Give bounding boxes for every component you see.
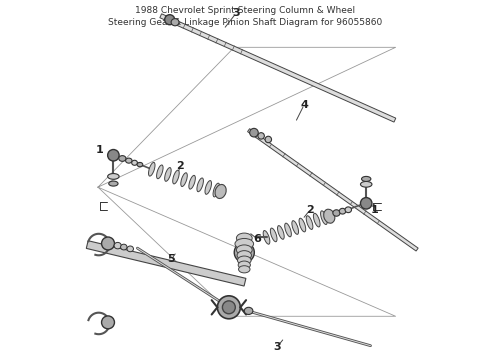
Ellipse shape xyxy=(189,175,196,189)
Ellipse shape xyxy=(127,246,133,252)
Ellipse shape xyxy=(277,226,284,239)
Bar xyxy=(86,241,246,286)
Text: 3: 3 xyxy=(273,342,281,352)
Ellipse shape xyxy=(299,218,306,232)
Text: 2: 2 xyxy=(176,161,184,171)
Ellipse shape xyxy=(324,209,335,223)
Ellipse shape xyxy=(236,245,252,255)
Ellipse shape xyxy=(101,237,115,250)
Ellipse shape xyxy=(218,296,240,319)
Ellipse shape xyxy=(157,165,163,179)
Ellipse shape xyxy=(222,301,235,314)
Ellipse shape xyxy=(361,181,372,187)
Ellipse shape xyxy=(132,160,137,165)
Ellipse shape xyxy=(213,183,220,197)
Ellipse shape xyxy=(263,230,270,244)
Ellipse shape xyxy=(333,210,340,216)
Text: 5: 5 xyxy=(168,254,175,264)
Ellipse shape xyxy=(119,156,126,161)
Ellipse shape xyxy=(361,198,372,209)
Ellipse shape xyxy=(239,266,250,273)
Text: 3: 3 xyxy=(232,8,240,18)
Ellipse shape xyxy=(285,223,292,237)
Text: 1: 1 xyxy=(370,206,378,216)
Ellipse shape xyxy=(362,176,371,181)
Ellipse shape xyxy=(148,162,155,176)
Ellipse shape xyxy=(258,133,265,139)
Text: 2: 2 xyxy=(306,206,314,216)
Ellipse shape xyxy=(320,211,327,225)
Bar xyxy=(247,129,418,251)
Ellipse shape xyxy=(171,19,179,26)
Bar xyxy=(160,14,396,122)
Text: 1988 Chevrolet Sprint Steering Column & Wheel
Steering Gear & Linkage Pinion Sha: 1988 Chevrolet Sprint Steering Column & … xyxy=(108,6,382,27)
Ellipse shape xyxy=(236,233,252,243)
Ellipse shape xyxy=(137,162,143,167)
Ellipse shape xyxy=(121,244,127,250)
Ellipse shape xyxy=(238,261,250,269)
Ellipse shape xyxy=(114,242,122,249)
Ellipse shape xyxy=(265,136,271,143)
Ellipse shape xyxy=(172,170,179,184)
Ellipse shape xyxy=(245,307,253,315)
Ellipse shape xyxy=(205,181,212,194)
Ellipse shape xyxy=(125,158,132,163)
Ellipse shape xyxy=(165,15,175,25)
Ellipse shape xyxy=(292,221,298,234)
Ellipse shape xyxy=(270,228,277,242)
Ellipse shape xyxy=(215,184,226,198)
Ellipse shape xyxy=(250,129,258,137)
Text: 4: 4 xyxy=(300,100,308,110)
Ellipse shape xyxy=(345,207,351,213)
Ellipse shape xyxy=(237,251,251,260)
Text: 6: 6 xyxy=(254,234,262,244)
Text: 1: 1 xyxy=(96,144,104,154)
Ellipse shape xyxy=(165,167,171,181)
Ellipse shape xyxy=(314,213,320,227)
Ellipse shape xyxy=(238,256,251,265)
Ellipse shape xyxy=(109,181,118,186)
Ellipse shape xyxy=(108,149,119,161)
Ellipse shape xyxy=(197,178,203,192)
Ellipse shape xyxy=(235,238,254,249)
Ellipse shape xyxy=(108,174,119,179)
Ellipse shape xyxy=(181,173,187,186)
Ellipse shape xyxy=(101,316,115,329)
Ellipse shape xyxy=(306,216,313,229)
Ellipse shape xyxy=(339,208,346,214)
Ellipse shape xyxy=(234,242,254,262)
